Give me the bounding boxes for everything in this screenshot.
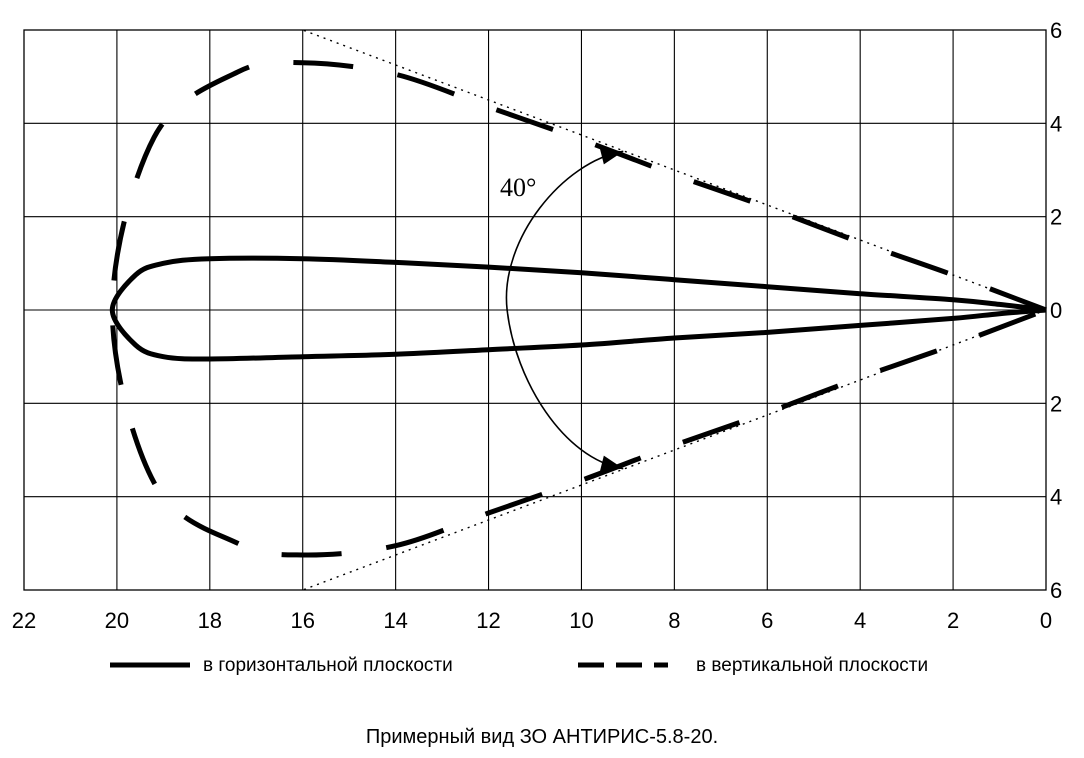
x-tick-label: 10 — [569, 608, 593, 633]
angle-label: 40° — [500, 173, 536, 202]
legend-label-horizontal: в горизонтальной плоскости — [203, 655, 453, 676]
y-tick-label: 2 — [1050, 391, 1062, 416]
y-tick-label: 4 — [1050, 111, 1062, 136]
x-tick-label: 20 — [105, 608, 129, 633]
arrowhead-down-icon — [599, 455, 624, 472]
legend-label-vertical: в вертикальной плоскости — [696, 655, 928, 676]
angle-annotation: 40° — [500, 148, 624, 472]
series-line-horizontal — [109, 255, 1047, 362]
y-tick-label: 0 — [1050, 298, 1062, 323]
y-tick-label: 6 — [1050, 18, 1062, 43]
series-line-vertical — [109, 59, 1047, 558]
x-tick-label: 12 — [476, 608, 500, 633]
x-tick-label: 0 — [1040, 608, 1052, 633]
legend: в горизонтальной плоскости в вертикально… — [110, 655, 928, 676]
y-tick-label: 2 — [1050, 205, 1062, 230]
angle-arc — [505, 150, 624, 470]
arrowhead-up-icon — [599, 148, 624, 165]
x-tick-label: 14 — [383, 608, 407, 633]
series-layer — [109, 59, 1047, 558]
x-tick-label: 6 — [761, 608, 773, 633]
x-tick-label: 16 — [290, 608, 314, 633]
figure-caption: Примерный вид ЗО АНТИРИС-5.8-20. — [365, 726, 719, 748]
x-tick-label: 2 — [947, 608, 959, 633]
chart-grid — [23, 29, 1047, 591]
x-tick-label: 18 — [198, 608, 222, 633]
x-tick-label: 22 — [12, 608, 36, 633]
y-tick-label: 4 — [1050, 485, 1062, 510]
y-tick-label: 6 — [1050, 578, 1062, 603]
x-tick-label: 4 — [854, 608, 866, 633]
x-tick-label: 8 — [668, 608, 680, 633]
